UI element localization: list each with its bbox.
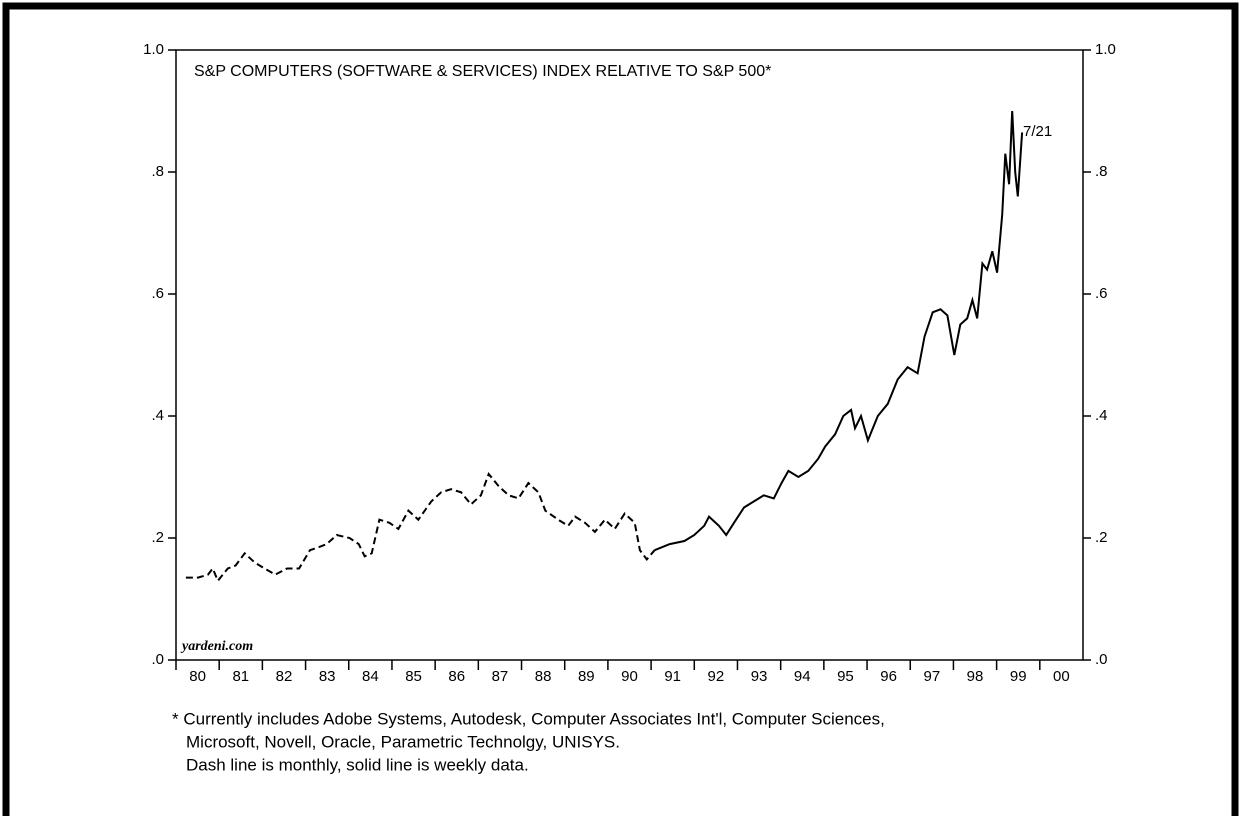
x-tick-label: 90: [621, 668, 638, 685]
x-tick-label: 82: [276, 668, 293, 685]
y-tick-label: 1.0: [143, 41, 164, 58]
y-tick-label: .6: [151, 285, 164, 302]
x-tick-label: 95: [837, 668, 854, 685]
x-tick-label: 91: [664, 668, 681, 685]
x-tick-label: 92: [708, 668, 725, 685]
x-tick-label: 00: [1053, 668, 1070, 685]
x-tick-label: 81: [232, 668, 249, 685]
x-tick-label: 99: [1010, 668, 1027, 685]
x-tick-label: 98: [967, 668, 984, 685]
y2-tick-label: .4: [1095, 407, 1108, 424]
chart-title: S&P COMPUTERS (SOFTWARE & SERVICES) INDE…: [194, 63, 771, 80]
x-tick-label: 89: [578, 668, 595, 685]
y2-tick-label: .0: [1095, 651, 1108, 668]
y-tick-label: .2: [151, 529, 164, 546]
x-tick-label: 93: [751, 668, 768, 685]
y-tick-label: .4: [151, 407, 164, 424]
x-tick-label: 97: [923, 668, 940, 685]
x-tick-label: 84: [362, 668, 379, 685]
x-tick-label: 83: [319, 668, 336, 685]
end-date-annotation: 7/21: [1023, 123, 1052, 140]
series-line: [185, 472, 656, 583]
y2-tick-label: 1.0: [1095, 41, 1116, 58]
x-tick-label: 80: [189, 668, 206, 685]
series-line: [654, 110, 1024, 552]
footnote: Microsoft, Novell, Oracle, Parametric Te…: [186, 732, 620, 751]
x-tick-label: 88: [535, 668, 552, 685]
plot-frame: [175, 49, 1084, 661]
y2-tick-label: .2: [1095, 529, 1108, 546]
y2-tick-label: .8: [1095, 163, 1108, 180]
x-tick-label: 96: [880, 668, 897, 685]
y-tick-label: .8: [151, 163, 164, 180]
source-label: yardeni.com: [180, 639, 253, 654]
y2-tick-label: .6: [1095, 285, 1108, 302]
x-tick-label: 94: [794, 668, 811, 685]
x-tick-label: 87: [492, 668, 509, 685]
x-tick-label: 85: [405, 668, 422, 685]
footnote: Dash line is monthly, solid line is week…: [186, 755, 529, 774]
y-tick-label: .0: [151, 651, 164, 668]
x-tick-label: 86: [448, 668, 465, 685]
footnote: * Currently includes Adobe Systems, Auto…: [172, 709, 885, 728]
